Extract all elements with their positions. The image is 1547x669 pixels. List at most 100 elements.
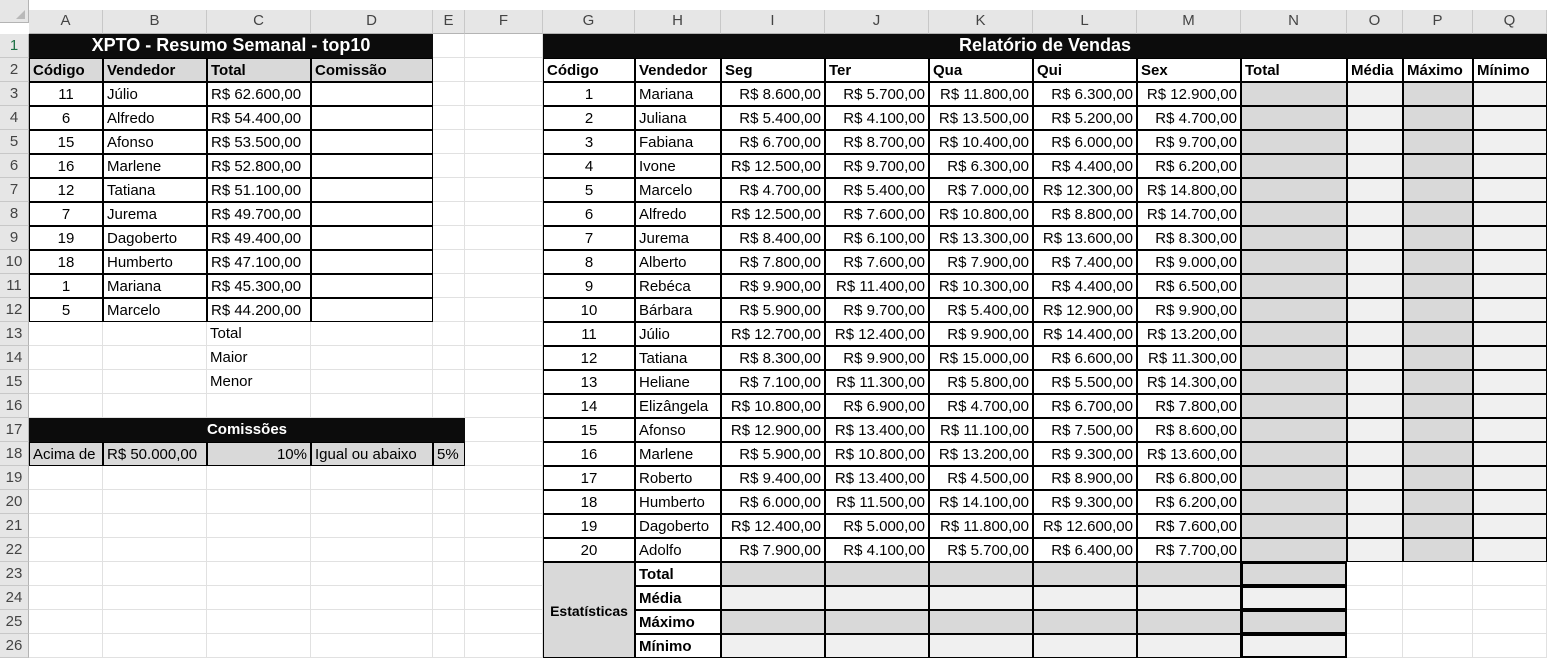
grid-cell[interactable] [207,634,311,658]
grid-cell[interactable] [433,466,465,490]
sales-summary-cell[interactable] [1347,178,1403,202]
column-header-m[interactable]: M [1137,10,1241,34]
grid-cell[interactable] [433,202,465,226]
sales-cell[interactable]: R$ 5.400,00 [825,178,929,202]
grid-cell[interactable] [433,490,465,514]
sales-cell[interactable]: R$ 9.700,00 [1137,130,1241,154]
grid-cell[interactable] [207,538,311,562]
stats-cell[interactable] [825,586,929,610]
sales-cell[interactable]: 18 [543,490,635,514]
sales-cell[interactable]: R$ 8.300,00 [1137,226,1241,250]
sales-cell[interactable]: R$ 5.200,00 [1033,106,1137,130]
grid-cell[interactable] [1347,562,1403,586]
sales-cell[interactable]: R$ 6.500,00 [1137,274,1241,298]
grid-cell[interactable] [465,250,543,274]
grid-cell[interactable] [103,610,207,634]
column-header-h[interactable]: H [635,10,721,34]
sales-cell[interactable]: 3 [543,130,635,154]
sales-summary-cell[interactable] [1403,490,1473,514]
grid-cell[interactable] [465,442,543,466]
sales-summary-cell[interactable] [1403,322,1473,346]
row-header-3[interactable]: 3 [0,82,29,106]
sales-cell[interactable]: Marlene [635,442,721,466]
sales-cell[interactable]: R$ 10.300,00 [929,274,1033,298]
sales-summary-cell[interactable] [1403,418,1473,442]
sales-cell[interactable]: R$ 4.100,00 [825,106,929,130]
stats-cell[interactable] [1033,634,1137,658]
grid-cell[interactable] [433,154,465,178]
sales-cell[interactable]: R$ 9.900,00 [721,274,825,298]
sales-cell[interactable]: 20 [543,538,635,562]
sales-cell[interactable]: R$ 9.900,00 [1137,298,1241,322]
commission-cell[interactable]: Acima de [29,442,103,466]
grid-cell[interactable] [1403,562,1473,586]
column-header-o[interactable]: O [1347,10,1403,34]
sales-cell[interactable]: R$ 4.400,00 [1033,274,1137,298]
grid-cell[interactable] [311,370,433,394]
stats-total-cell[interactable] [1241,586,1347,610]
grid-cell[interactable] [103,466,207,490]
sales-summary-cell[interactable] [1347,490,1403,514]
sales-cell[interactable]: 12 [543,346,635,370]
stats-cell[interactable] [929,634,1033,658]
stats-cell[interactable] [1033,586,1137,610]
sales-cell[interactable]: R$ 6.400,00 [1033,538,1137,562]
xpto-cell[interactable]: Marlene [103,154,207,178]
xpto-cell[interactable]: Tatiana [103,178,207,202]
grid-cell[interactable] [1403,610,1473,634]
sales-cell[interactable]: R$ 6.100,00 [825,226,929,250]
grid-cell[interactable] [103,586,207,610]
sales-summary-cell[interactable] [1241,130,1347,154]
grid-cell[interactable] [207,466,311,490]
sales-summary-cell[interactable] [1403,106,1473,130]
sales-summary-cell[interactable] [1473,370,1547,394]
sales-cell[interactable]: 17 [543,466,635,490]
xpto-cell[interactable]: R$ 49.400,00 [207,226,311,250]
row-header-6[interactable]: 6 [0,154,29,178]
sales-summary-cell[interactable] [1347,274,1403,298]
sales-cell[interactable]: Adolfo [635,538,721,562]
sales-summary-cell[interactable] [1241,226,1347,250]
sales-cell[interactable]: Roberto [635,466,721,490]
grid-cell[interactable] [29,610,103,634]
grid-cell[interactable] [433,106,465,130]
sales-cell[interactable]: R$ 10.800,00 [721,394,825,418]
sales-summary-cell[interactable] [1403,466,1473,490]
grid-cell[interactable] [311,634,433,658]
sales-cell[interactable]: R$ 11.500,00 [825,490,929,514]
sales-cell[interactable]: R$ 4.500,00 [929,466,1033,490]
sales-summary-cell[interactable] [1473,250,1547,274]
sales-cell[interactable]: R$ 15.000,00 [929,346,1033,370]
sales-summary-cell[interactable] [1241,514,1347,538]
row-header-12[interactable]: 12 [0,298,29,322]
sales-cell[interactable]: R$ 6.800,00 [1137,466,1241,490]
xpto-cell[interactable]: Afonso [103,130,207,154]
sales-cell[interactable]: R$ 4.700,00 [721,178,825,202]
sales-cell[interactable]: R$ 4.700,00 [1137,106,1241,130]
sales-cell[interactable]: R$ 5.400,00 [929,298,1033,322]
sales-summary-cell[interactable] [1347,442,1403,466]
sales-cell[interactable]: R$ 5.700,00 [825,82,929,106]
sales-summary-cell[interactable] [1403,346,1473,370]
grid-cell[interactable] [465,274,543,298]
sales-cell[interactable]: R$ 7.400,00 [1033,250,1137,274]
sales-cell[interactable]: R$ 8.800,00 [1033,202,1137,226]
sales-cell[interactable]: R$ 7.600,00 [825,250,929,274]
sales-summary-cell[interactable] [1403,250,1473,274]
stats-cell[interactable] [721,586,825,610]
grid-cell[interactable] [433,562,465,586]
sales-cell[interactable]: 1 [543,82,635,106]
grid-cell[interactable] [465,178,543,202]
column-header-j[interactable]: J [825,10,929,34]
sales-cell[interactable]: R$ 12.500,00 [721,202,825,226]
grid-cell[interactable] [103,538,207,562]
sales-summary-cell[interactable] [1403,514,1473,538]
sales-summary-cell[interactable] [1473,442,1547,466]
sales-cell[interactable]: R$ 4.400,00 [1033,154,1137,178]
grid-cell[interactable] [207,394,311,418]
sales-summary-cell[interactable] [1347,226,1403,250]
grid-cell[interactable] [311,346,433,370]
sales-cell[interactable]: Afonso [635,418,721,442]
grid-cell[interactable] [1473,586,1547,610]
